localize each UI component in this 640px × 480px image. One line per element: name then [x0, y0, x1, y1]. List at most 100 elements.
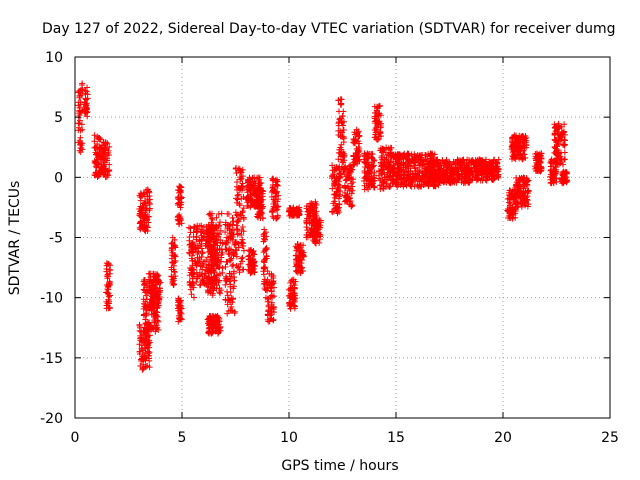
data-point [148, 324, 155, 331]
data-point [145, 279, 152, 286]
data-point [232, 165, 239, 172]
data-point [369, 155, 376, 162]
data-point [212, 250, 219, 257]
data-point [240, 215, 247, 222]
data-point [141, 224, 148, 231]
data-point [217, 323, 224, 330]
data-point [310, 208, 317, 215]
data-point [141, 328, 148, 335]
data-point [202, 267, 209, 274]
data-point [211, 321, 218, 328]
data-point [106, 304, 113, 311]
data-point [188, 266, 195, 273]
data-point [349, 179, 356, 186]
x-tick-label: 10 [280, 430, 298, 446]
data-point [175, 221, 182, 228]
data-point [243, 195, 250, 202]
data-point [334, 185, 341, 192]
data-point [233, 239, 240, 246]
data-point [199, 276, 206, 283]
data-point [175, 193, 182, 200]
data-point [250, 251, 257, 258]
data-point [144, 342, 151, 349]
data-point [155, 277, 162, 284]
x-tick-label: 0 [71, 430, 80, 446]
data-point [303, 234, 310, 241]
data-point [303, 219, 310, 226]
data-point [101, 168, 108, 175]
data-point [331, 178, 338, 185]
data-point [292, 278, 299, 285]
data-point [317, 217, 324, 224]
data-point [187, 229, 194, 236]
y-tick-label: -20 [40, 411, 63, 427]
data-point [100, 153, 107, 160]
data-point [193, 236, 200, 243]
x-tick-label: 20 [494, 430, 512, 446]
data-point [140, 305, 147, 312]
data-point [206, 237, 213, 244]
data-point [341, 153, 348, 160]
data-point [233, 195, 240, 202]
data-point [312, 239, 319, 246]
x-tick-label: 15 [387, 430, 405, 446]
data-point [232, 246, 239, 253]
data-point [368, 153, 375, 160]
data-point [249, 256, 256, 263]
data-point [218, 258, 225, 265]
data-point [351, 137, 358, 144]
data-point [209, 263, 216, 270]
data-point [339, 122, 346, 129]
data-point [336, 173, 343, 180]
data-point [270, 203, 277, 210]
data-point [225, 210, 232, 217]
data-point [217, 227, 224, 234]
data-point [223, 259, 230, 266]
data-point [217, 290, 224, 297]
data-point [313, 201, 320, 208]
data-point [192, 260, 199, 267]
data-point [139, 204, 146, 211]
data-point [142, 354, 149, 361]
data-point [338, 101, 345, 108]
y-tick-label: -10 [40, 291, 63, 307]
data-point [137, 226, 144, 233]
data-point [255, 200, 262, 207]
data-point [177, 183, 184, 190]
data-point [214, 262, 221, 269]
data-point [209, 292, 216, 299]
data-point [240, 205, 247, 212]
data-point [271, 186, 278, 193]
data-point [235, 191, 242, 198]
data-point [296, 245, 303, 252]
data-point [146, 357, 153, 364]
data-point [154, 317, 161, 324]
data-point [287, 279, 294, 286]
data-point [211, 246, 218, 253]
data-point [249, 174, 256, 181]
data-point [375, 121, 382, 128]
data-point [208, 284, 215, 291]
data-point [227, 256, 234, 263]
data-point [176, 184, 183, 191]
data-point [216, 289, 223, 296]
data-point [354, 157, 361, 164]
data-point [339, 113, 346, 120]
data-point [75, 127, 82, 134]
data-point [330, 200, 337, 207]
data-point [211, 273, 218, 280]
y-axis-label: SDTVAR / TECUs [7, 181, 23, 296]
data-point [186, 234, 193, 241]
data-point [336, 149, 343, 156]
data-point [240, 247, 247, 254]
data-point [104, 172, 111, 179]
data-point [205, 248, 212, 255]
data-point [270, 273, 277, 280]
x-tick-label: 25 [601, 430, 619, 446]
data-point [103, 298, 110, 305]
data-point [186, 279, 193, 286]
data-point [353, 126, 360, 133]
data-point [375, 135, 382, 142]
data-point [332, 195, 339, 202]
data-point [298, 257, 305, 264]
